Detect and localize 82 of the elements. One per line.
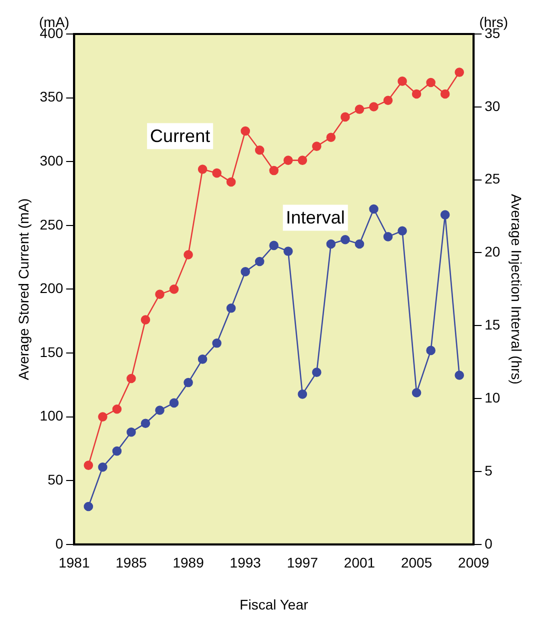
y2-tick-label: 25 xyxy=(484,170,500,187)
x-tick-label: 2001 xyxy=(344,554,376,571)
point xyxy=(440,89,450,99)
point xyxy=(254,256,264,266)
point xyxy=(454,370,464,380)
y-tick-label: 300 xyxy=(40,152,64,168)
point xyxy=(383,96,393,105)
point xyxy=(140,418,150,428)
point xyxy=(426,346,436,356)
point xyxy=(140,315,150,324)
x-axis-title: Fiscal Year xyxy=(240,596,308,612)
point xyxy=(226,177,236,187)
point xyxy=(84,460,94,470)
series-label: Interval xyxy=(286,208,345,228)
point xyxy=(354,239,364,249)
y2-tick-label: 5 xyxy=(484,462,493,478)
point xyxy=(440,210,450,220)
point xyxy=(112,446,122,456)
point xyxy=(326,239,336,249)
point xyxy=(155,290,164,299)
y2-axis-title: Average Injection Interval (hrs) xyxy=(508,194,525,384)
y2-tick-label: 15 xyxy=(484,316,500,333)
x-tick-label: 1985 xyxy=(116,554,148,571)
x-tick-label: 2009 xyxy=(458,554,490,571)
x-tick-label: 2005 xyxy=(400,554,432,571)
y-tick-label: 150 xyxy=(40,344,64,360)
y2-tick-label: 10 xyxy=(484,389,500,406)
x-tick-label: 1993 xyxy=(230,554,262,571)
point xyxy=(340,112,350,122)
point xyxy=(454,68,464,77)
y2-tick-label: 20 xyxy=(484,244,500,260)
point xyxy=(398,76,407,86)
point xyxy=(254,145,264,155)
point xyxy=(155,406,164,415)
point xyxy=(212,338,222,348)
y2-tick-label: 30 xyxy=(484,98,500,114)
point xyxy=(298,390,308,399)
point xyxy=(284,156,293,165)
point xyxy=(126,427,136,437)
point xyxy=(426,78,436,88)
point xyxy=(240,267,250,276)
y-axis-title: Average Stored Current (mA) xyxy=(15,198,32,380)
y-tick-label: 50 xyxy=(48,471,64,488)
point xyxy=(354,104,364,114)
point xyxy=(369,204,378,214)
point xyxy=(198,164,208,174)
point xyxy=(340,234,350,244)
point xyxy=(169,284,179,294)
point xyxy=(298,156,308,165)
point xyxy=(383,232,393,242)
point xyxy=(269,240,279,250)
point xyxy=(112,404,122,414)
point xyxy=(369,102,378,112)
point xyxy=(198,354,208,364)
x-tick-label: 1997 xyxy=(286,554,318,571)
y-tick-label: 350 xyxy=(40,88,64,105)
point xyxy=(98,462,108,472)
y2-tick-label: 0 xyxy=(484,535,493,552)
point xyxy=(126,374,136,384)
point xyxy=(98,412,108,422)
point xyxy=(412,388,422,398)
point xyxy=(184,378,193,388)
point xyxy=(269,166,279,176)
point xyxy=(312,142,322,151)
x-tick-label: 1989 xyxy=(172,554,204,571)
point xyxy=(284,246,293,256)
point xyxy=(212,168,222,178)
x-tick-label: 1981 xyxy=(58,554,90,571)
series-label: Current xyxy=(150,126,210,146)
point xyxy=(398,226,407,236)
y-tick-label: 100 xyxy=(40,408,64,424)
point xyxy=(84,502,94,512)
point xyxy=(226,304,236,313)
point xyxy=(240,126,250,136)
y-tick-label: 0 xyxy=(55,535,64,552)
point xyxy=(312,368,322,377)
point xyxy=(184,250,193,260)
point xyxy=(326,132,336,142)
y-tick-label: 200 xyxy=(40,280,64,296)
y-tick-label: 250 xyxy=(40,216,64,232)
point xyxy=(412,89,422,99)
point xyxy=(169,398,179,408)
